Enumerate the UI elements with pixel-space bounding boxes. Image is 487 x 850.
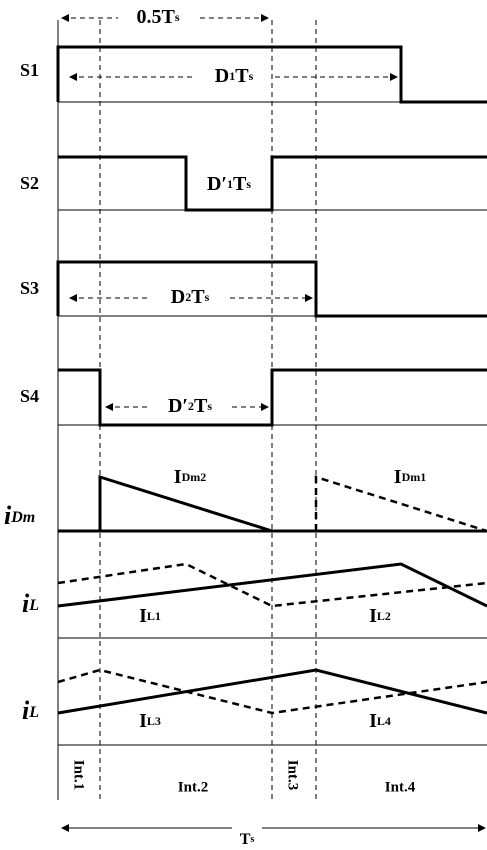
label-part: T [191, 286, 205, 308]
waveforms [56, 45, 487, 715]
signal-label: iL [22, 589, 39, 618]
subscript: L3 [147, 714, 161, 728]
annotation: D1Ts [215, 65, 254, 87]
label-part: 0.5T [136, 6, 175, 28]
label-part: I [369, 710, 377, 732]
signal-label: S3 [20, 278, 39, 298]
label-part: T [235, 65, 249, 87]
subscript: 2 [185, 290, 191, 304]
current-label: IDm1 [394, 466, 426, 488]
current-label: IL3 [139, 710, 161, 732]
annotation: D2Ts [171, 286, 210, 308]
label-part: i [4, 501, 12, 530]
label-part: i [22, 589, 30, 618]
subscript: 1 [229, 69, 235, 83]
label-part: I [139, 710, 147, 732]
signal-label: S2 [20, 173, 39, 193]
subscript: L4 [377, 714, 391, 728]
signal-label: iL [22, 696, 39, 725]
signal-label: iDm [4, 501, 35, 530]
current-label: IL2 [369, 605, 391, 627]
label-part: T [194, 395, 208, 417]
subscript: L [28, 704, 39, 721]
interval-label: Int.4 [385, 779, 416, 795]
subscript: s [249, 69, 254, 83]
subscript: s [207, 399, 212, 413]
subscript: Dm1 [402, 470, 427, 484]
subscript: 2 [188, 399, 194, 413]
label-part: I [139, 605, 147, 627]
annotation: D′1Ts [207, 173, 251, 195]
interval-label: Int.1 [71, 760, 87, 790]
interval-label: Int.3 [285, 760, 301, 790]
label-part: T [233, 173, 247, 195]
annotation: Ts [240, 831, 255, 848]
subscript: L2 [377, 609, 391, 623]
annotation: 0.5Ts [136, 6, 179, 28]
current-label: IDm2 [174, 466, 206, 488]
label-part: D [171, 286, 185, 308]
current-label: IL4 [369, 710, 391, 732]
subscript: Dm2 [182, 470, 207, 484]
interval-label: Int.2 [178, 779, 208, 795]
label-part: I [174, 466, 182, 488]
subscript: L1 [147, 609, 161, 623]
label-part: T [240, 831, 251, 848]
label-part: I [369, 605, 377, 627]
label-part: D′ [207, 173, 227, 195]
annotation: D′2Ts [168, 395, 212, 417]
subscript: 1 [227, 177, 233, 191]
signal-label: S1 [20, 60, 39, 80]
subscript: Dm [10, 509, 35, 526]
label-part: I [394, 466, 402, 488]
signal-label: S4 [20, 386, 39, 406]
subscript: s [205, 290, 210, 304]
label-part: D [215, 65, 229, 87]
arrows [61, 14, 486, 832]
subscript: L [28, 597, 39, 614]
label-part: i [22, 696, 30, 725]
current-label: IL1 [139, 605, 161, 627]
label-part: D′ [168, 395, 188, 417]
subscript: s [175, 10, 180, 24]
subscript: s [246, 177, 251, 191]
subscript: s [250, 834, 254, 845]
